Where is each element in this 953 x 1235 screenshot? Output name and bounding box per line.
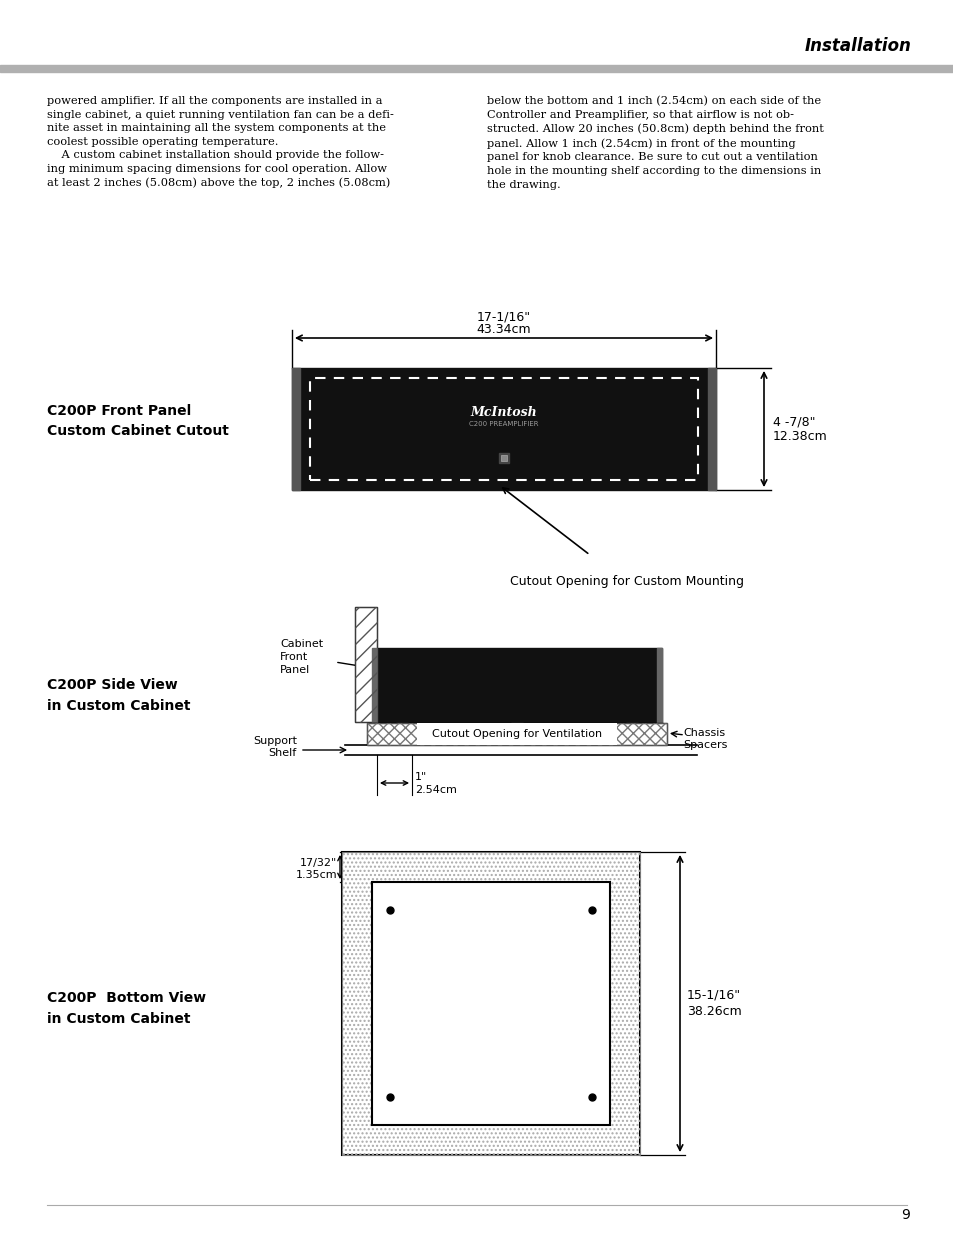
Bar — [310, 378, 698, 480]
Bar — [355, 606, 376, 722]
Bar — [372, 882, 609, 1125]
Text: Chassis
Spacers: Chassis Spacers — [682, 727, 726, 751]
Bar — [657, 648, 661, 722]
Bar — [355, 606, 376, 722]
Bar — [292, 368, 716, 490]
Text: 4 -7/8": 4 -7/8" — [772, 415, 815, 429]
Text: C200 PREAMPLIFIER: C200 PREAMPLIFIER — [469, 421, 538, 427]
Text: McIntosh: McIntosh — [470, 406, 537, 420]
Bar — [707, 368, 716, 490]
Bar — [416, 722, 617, 745]
Text: Cabinet
Front
Panel: Cabinet Front Panel — [280, 638, 323, 676]
Text: Cutout Opening for Ventilation: Cutout Opening for Ventilation — [432, 729, 601, 739]
Text: 14": 14" — [477, 974, 504, 989]
Text: powered amplifier. If all the components are installed in a
single cabinet, a qu: powered amplifier. If all the components… — [47, 96, 394, 189]
Text: Cutout Opening
for Ventilation: Cutout Opening for Ventilation — [440, 1053, 534, 1083]
Text: Cutout Opening for Custom Mounting: Cutout Opening for Custom Mounting — [510, 576, 743, 588]
Bar — [0, 65, 953, 72]
Text: 15-1/16": 15-1/16" — [686, 989, 740, 1002]
Text: below the bottom and 1 inch (2.54cm) on each side of the
Controller and Preampli: below the bottom and 1 inch (2.54cm) on … — [486, 96, 823, 189]
Text: 12.38cm: 12.38cm — [772, 430, 827, 442]
Bar — [292, 368, 299, 490]
Text: 1": 1" — [415, 772, 427, 782]
Text: 17/32": 17/32" — [299, 858, 336, 868]
Text: 14": 14" — [477, 935, 504, 948]
Text: 35.56cm: 35.56cm — [463, 924, 517, 937]
Bar — [367, 722, 666, 745]
Bar — [372, 648, 661, 722]
Bar — [511, 722, 522, 729]
Text: 17-1/16": 17-1/16" — [476, 311, 531, 324]
Text: 38.26cm: 38.26cm — [686, 1005, 741, 1018]
Text: Support
Shelf: Support Shelf — [253, 736, 296, 758]
Bar — [367, 722, 666, 745]
Text: C200P Front Panel
Custom Cabinet Cutout: C200P Front Panel Custom Cabinet Cutout — [47, 404, 229, 438]
Text: 2.54cm: 2.54cm — [415, 785, 456, 795]
Text: 35.56cm: 35.56cm — [463, 965, 517, 977]
Bar — [395, 722, 408, 729]
Bar — [625, 722, 638, 729]
Bar — [372, 648, 376, 722]
Bar — [341, 852, 639, 1155]
Bar — [341, 852, 639, 1155]
Text: 9: 9 — [901, 1208, 909, 1221]
Text: C200P  Bottom View
in Custom Cabinet: C200P Bottom View in Custom Cabinet — [47, 992, 206, 1026]
Text: 43.34cm: 43.34cm — [476, 324, 531, 336]
Text: 1.35cm: 1.35cm — [295, 869, 336, 881]
Text: C200P Side View
in Custom Cabinet: C200P Side View in Custom Cabinet — [47, 678, 191, 713]
Text: Installation: Installation — [804, 37, 911, 56]
